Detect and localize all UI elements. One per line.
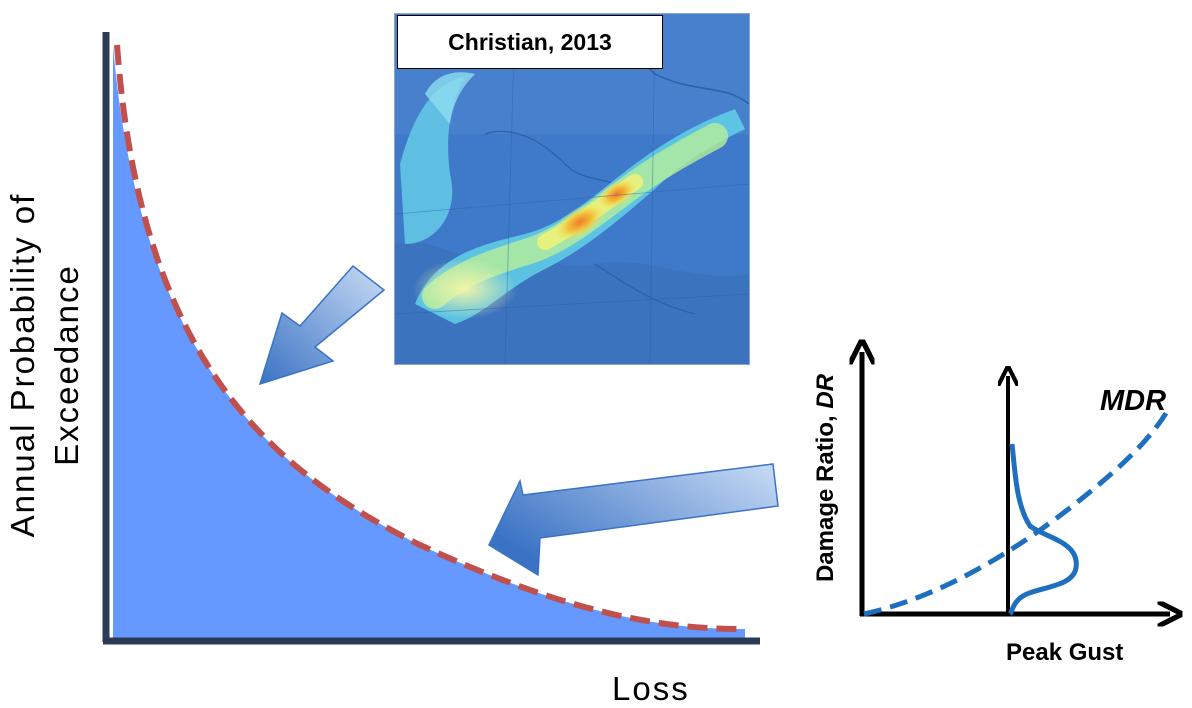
ep-x-axis-label: Loss <box>612 670 690 707</box>
mdr-curve <box>863 408 1171 617</box>
ep-curve-line <box>114 44 746 633</box>
ep-y-axis-label: Annual Probability of Exceedance <box>1 135 89 595</box>
arrow-map-to-curve <box>258 264 386 386</box>
ep-y-axis-label-line1: Annual Probability of <box>4 192 41 538</box>
vulnerability-y-axis-label: Damage Ratio, DR <box>812 333 840 623</box>
vulnerability-y-axis-var: DR <box>812 373 839 409</box>
ep-y-axis-label-line2: Exceedance <box>48 264 85 466</box>
damage-distribution-curve <box>1007 443 1079 616</box>
map-caption: Christian, 2013 <box>397 15 663 69</box>
vulnerability-y-axis-label-text: Damage Ratio, <box>812 415 839 583</box>
ep-curve-fill <box>113 45 745 638</box>
mdr-label: MDR <box>1100 385 1167 417</box>
arrow-vulnerability-to-curve <box>488 463 779 577</box>
vulnerability-x-axis-label: Peak Gust <box>1006 639 1124 666</box>
